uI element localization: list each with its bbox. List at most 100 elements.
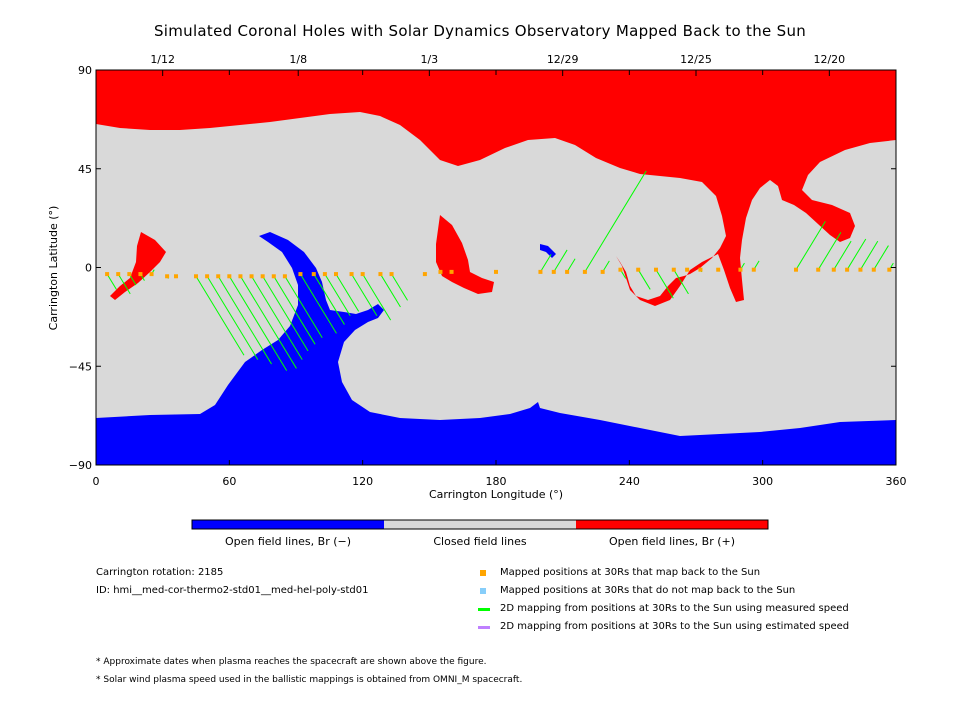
mapped-point (334, 272, 338, 277)
legend-label: Mapped positions at 30Rs that map back t… (500, 567, 761, 578)
mapping-line (262, 276, 309, 352)
mapping-line (273, 276, 316, 345)
mapping-line (313, 273, 345, 325)
mapping-line (300, 273, 337, 334)
date-tick-label: 1/12 (150, 53, 175, 66)
mapping-line (206, 276, 259, 360)
mapped-point (360, 272, 365, 277)
axes: 0 60 120 180 240 300 360 −90 −45 0 45 90 1/12 1/8 1/3 1… (69, 53, 907, 488)
mapping-line (873, 245, 889, 270)
chart-title: Simulated Coronal Holes with Solar Dynam… (153, 22, 807, 40)
mapping-line (362, 273, 392, 321)
footnote-speed-source: * Solar wind plasma speed used in the ba… (96, 675, 523, 685)
mapped-point (449, 269, 454, 274)
mapped-point (249, 274, 254, 279)
mapped-point (282, 274, 287, 279)
legend-label: Mapped positions at 30Rs that do not map… (500, 585, 796, 596)
mapped-point (618, 267, 623, 272)
date-tick-label: 1/3 (420, 53, 438, 66)
mapped-point (871, 267, 876, 272)
mapping-line (673, 269, 689, 295)
y-tick-label: 0 (85, 262, 92, 275)
date-tick-label: 1/8 (289, 53, 307, 66)
y-tick-label: 45 (78, 163, 92, 176)
mapped-point (205, 274, 210, 279)
colorbar-segment-closed (384, 520, 576, 529)
mapped-point (845, 267, 850, 272)
mapping-line (324, 273, 351, 317)
mapped-point (751, 267, 756, 272)
date-tick-label: 12/29 (547, 53, 579, 66)
mapped-point (551, 269, 556, 274)
legend: Mapped positions at 30Rs that map back t… (478, 567, 898, 639)
legend-label: 2D mapping from positions at 30Rs to the… (500, 621, 850, 632)
mapped-point (671, 267, 676, 272)
mapped-point (565, 269, 570, 274)
mapped-point (378, 272, 383, 277)
mapping-line (251, 276, 303, 360)
mapping-line (240, 276, 297, 369)
mapped-point (422, 272, 427, 277)
y-axis-label: Carrington Latitude (°) (47, 206, 60, 331)
mapped-point (831, 267, 836, 272)
coronal-hole-map: 0 60 120 180 240 300 360 −90 −45 0 45 90 1/12 1/8 1/3 1… (47, 53, 907, 548)
mapped-point (698, 267, 703, 272)
model-id-text: ID: hmi__med-cor-thermo2-std01__med-hel-… (96, 585, 369, 596)
mapped-point (298, 272, 303, 277)
mapped-point (271, 274, 276, 279)
mapped-point (582, 269, 587, 274)
mapping-line (860, 240, 879, 270)
mapped-points (105, 267, 892, 279)
x-tick-label: 300 (752, 475, 773, 488)
legend-item-measured-speed: 2D mapping from positions at 30Rs to the… (478, 603, 898, 621)
green-line-icon (478, 608, 490, 611)
mapped-point (322, 272, 327, 277)
mapping-line (380, 273, 401, 308)
mapping-line (566, 258, 576, 273)
colorbar-segment-negative (192, 520, 384, 529)
colorbar-label-negative: Open field lines, Br (−) (225, 535, 351, 548)
legend-item-unmapped: Mapped positions at 30Rs that do not map… (478, 585, 898, 603)
positive-coronal-hole-central (436, 215, 494, 294)
mapping-line (655, 269, 674, 299)
mapping-line (540, 254, 552, 273)
mapping-line (335, 273, 360, 312)
y-tick-label: −45 (69, 360, 92, 373)
x-tick-label: 0 (93, 475, 100, 488)
mapping-line (553, 249, 568, 273)
colorbar-label-positive: Open field lines, Br (+) (609, 535, 735, 548)
mapped-point (216, 274, 221, 279)
mapping-line (584, 170, 647, 273)
mapping-line (637, 269, 651, 290)
mapped-point (636, 267, 641, 272)
north-positive-coronal-hole (96, 70, 896, 306)
mapped-point (116, 272, 121, 277)
x-tick-label: 360 (886, 475, 907, 488)
mapping-line (795, 221, 826, 270)
mapped-point (685, 267, 690, 272)
x-tick-label: 60 (222, 475, 236, 488)
x-tick-label: 240 (619, 475, 640, 488)
mapped-point (127, 272, 132, 277)
carrington-rotation-text: Carrington rotation: 2185 (96, 567, 224, 578)
mapping-line (117, 273, 131, 295)
mapping-line (351, 273, 378, 317)
legend-item-estimated-speed: 2D mapping from positions at 30Rs to the… (478, 621, 898, 639)
light-blue-square-icon (480, 588, 486, 594)
mapped-point (174, 274, 178, 279)
mapped-point (538, 269, 543, 274)
mapped-point (716, 267, 721, 272)
mapped-point (654, 267, 658, 272)
mapping-line (217, 276, 272, 365)
mapped-point (389, 272, 394, 277)
south-negative-coronal-hole (96, 232, 896, 465)
mapping-line (391, 273, 408, 301)
mapped-point (738, 267, 743, 272)
mapped-point (887, 267, 892, 272)
y-tick-label: 90 (78, 64, 92, 77)
mapped-point (349, 272, 354, 277)
x-axis-label: Carrington Longitude (°) (429, 488, 563, 501)
orange-square-icon (480, 570, 486, 576)
colorbar: Open field lines, Br (−) Closed field li… (191, 519, 769, 548)
mapping-line (106, 273, 117, 290)
